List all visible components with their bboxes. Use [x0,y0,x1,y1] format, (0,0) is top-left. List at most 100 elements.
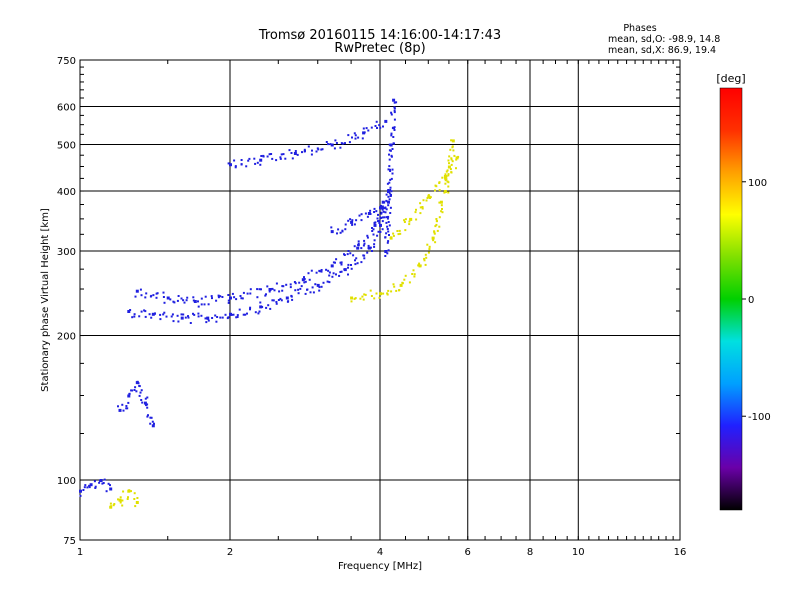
scatter-point-O [393,107,396,110]
scatter-point-O [363,242,366,245]
scatter-point-O [308,278,311,281]
scatter-point-O [254,311,257,314]
scatter-point-O [227,299,230,302]
scatter-point-O [256,161,259,164]
scatter-point-O [374,125,377,127]
scatter-point-O [325,268,328,271]
scatter-point-X [127,496,129,499]
scatter-point-O [387,195,390,198]
chart-title: Tromsø 20160115 14:16:00-14:17:43 [258,28,502,43]
scatter-point-O [385,193,388,196]
data-point-O [301,278,305,282]
scatter-point-O [244,313,247,316]
y-tick-label: 600 [57,103,76,114]
scatter-point-O [272,299,275,302]
scatter-point-O [371,230,374,232]
scatter-point-O [267,304,270,307]
scatter-point-O [138,315,141,318]
scatter-point-X [392,234,395,237]
scatter-point-X [373,297,376,300]
scatter-point-X [444,179,447,182]
scatter-point-X [133,492,136,495]
scatter-point-O [260,288,262,291]
scatter-point-O [373,211,376,213]
scatter-point-O [355,257,358,260]
scatter-point-O [333,147,336,150]
scatter-point-O [352,254,355,257]
scatter-point-O [216,316,219,318]
scatter-point-O [122,409,125,412]
scatter-point-X [408,223,411,226]
scatter-point-X [435,218,438,220]
scatter-point-O [312,291,315,294]
scatter-point-X [451,160,454,163]
x-axis-label: Frequency [MHz] [338,561,422,572]
scatter-point-X [353,297,356,300]
scatter-point-O [320,270,323,273]
phase-stats-x: mean, sd,X: 86.9, 19.4 [608,45,717,56]
scatter-point-O [254,162,257,165]
data-point-O [109,487,113,491]
scatter-point-O [330,226,333,229]
scatter-point-O [374,221,377,224]
scatter-point-O [385,199,388,202]
colorbar-tick-label: -100 [748,412,771,423]
scatter-point-O [360,247,363,250]
scatter-point-O [381,216,384,219]
scatter-point-O [377,230,380,233]
scatter-point-O [253,157,256,160]
scatter-point-O [236,316,239,318]
y-tick-label: 100 [57,476,76,487]
scatter-point-O [329,143,332,146]
scatter-point-O [354,263,357,266]
scatter-point-X [396,230,399,232]
data-point-O [143,401,147,405]
scatter-point-O [147,414,149,417]
data-point-O [229,312,232,316]
y-tick-label: 500 [57,141,76,152]
scatter-point-O [389,186,392,189]
scatter-point-X [413,273,416,276]
scatter-point-O [192,296,195,299]
scatter-point-O [327,269,330,272]
scatter-point-O [82,489,85,491]
scatter-point-O [88,486,91,489]
scatter-point-O [239,295,242,297]
scatter-point-O [232,313,235,316]
x-tick-label: 16 [674,547,687,558]
scatter-point-O [177,320,180,323]
scatter-point-O [173,301,176,304]
scatter-point-X [369,289,372,292]
scatter-point-O [317,148,320,151]
scatter-point-X [438,189,441,192]
data-point-O [268,288,272,291]
scatter-point-X [408,281,411,284]
scatter-point-O [385,232,388,235]
scatter-point-O [289,286,292,289]
scatter-point-X [444,182,447,185]
scatter-point-O [141,401,144,404]
scatter-point-O [297,288,300,291]
colorbar [719,87,743,511]
scatter-point-O [192,312,194,315]
scatter-point-O [249,306,252,309]
scatter-point-O [162,296,165,298]
scatter-point-O [180,313,183,316]
scatter-point-X [362,298,365,301]
scatter-point-O [138,394,141,397]
scatter-point-O [197,305,200,308]
scatter-point-O [187,316,190,319]
y-tick-label: 75 [63,536,76,547]
scatter-point-O [358,214,361,217]
scatter-point-O [320,285,323,288]
x-tick-label: 6 [465,547,471,558]
scatter-point-X [370,295,373,297]
colorbar-tick-label: 0 [748,295,754,306]
scatter-point-O [83,486,86,489]
scatter-point-O [344,228,347,231]
data-point-O [229,296,232,300]
scatter-point-O [278,290,281,293]
scatter-point-X [444,177,447,180]
scatter-point-X [404,274,407,277]
scatter-point-O [246,312,248,315]
